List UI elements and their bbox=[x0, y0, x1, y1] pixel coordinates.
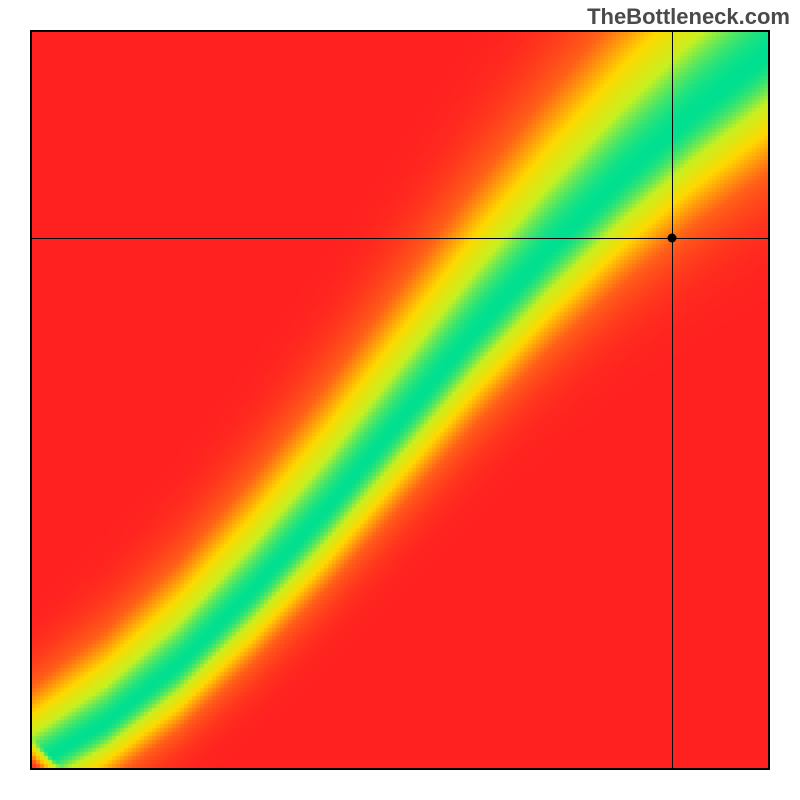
crosshair-horizontal bbox=[32, 238, 768, 239]
heatmap-chart bbox=[30, 30, 770, 770]
marker-dot bbox=[668, 234, 677, 243]
heatmap-canvas bbox=[32, 32, 768, 768]
watermark-text: TheBottleneck.com bbox=[587, 4, 790, 30]
crosshair-vertical bbox=[672, 32, 673, 768]
